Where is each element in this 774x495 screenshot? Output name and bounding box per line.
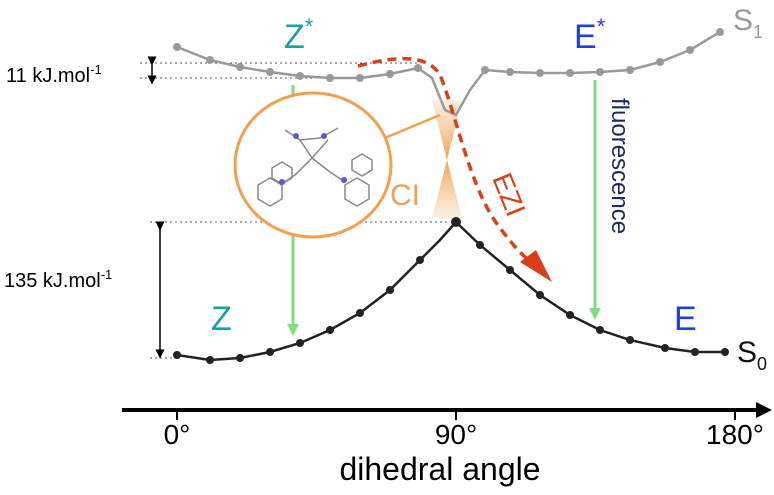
small-barrier-label: 11 kJ.mol-1 (6, 62, 102, 87)
cone-lower (432, 160, 462, 218)
label-base: E (574, 18, 597, 56)
cone-upper (432, 100, 462, 160)
label-base: Z (284, 18, 305, 56)
x-ticks (176, 410, 736, 420)
e-star-label: E* (574, 14, 606, 56)
x-tick-label: 0° (164, 419, 191, 450)
label-base: S (733, 4, 753, 37)
label-sup: * (597, 14, 606, 39)
ezi-label: EZI (486, 169, 531, 221)
large-barrier-label: 135 kJ.mol-1 (4, 267, 112, 292)
s0-curve (173, 217, 729, 364)
label-sup: * (305, 14, 314, 39)
molecule-inset (233, 91, 393, 239)
z-label: Z (211, 300, 232, 338)
ezi-path (357, 56, 537, 267)
label-base: S (737, 336, 757, 369)
label-sup: -1 (90, 62, 102, 77)
s1-curve (173, 28, 724, 117)
z-star-label: Z* (284, 14, 314, 56)
x-tick-label: 180° (706, 419, 764, 450)
x-axis-label: dihedral angle (339, 451, 540, 487)
label-base: 11 kJ.mol (6, 65, 90, 87)
x-tick-label: 90° (435, 419, 477, 450)
ezi-arrowhead (520, 250, 552, 282)
fluorescence-label: fluorescence (606, 98, 633, 234)
molecule (257, 127, 373, 207)
label-base: 135 kJ.mol (4, 270, 101, 292)
label-sub: 0 (757, 354, 767, 374)
label-sub: 1 (753, 22, 763, 42)
label-sup: -1 (101, 267, 113, 282)
ci-label: CI (390, 179, 420, 212)
s1-label: S1 (733, 4, 763, 42)
e-label: E (674, 300, 697, 338)
x-axis-arrowhead (756, 402, 772, 418)
inset-pointer (379, 113, 441, 142)
s0-label: S0 (737, 336, 767, 374)
